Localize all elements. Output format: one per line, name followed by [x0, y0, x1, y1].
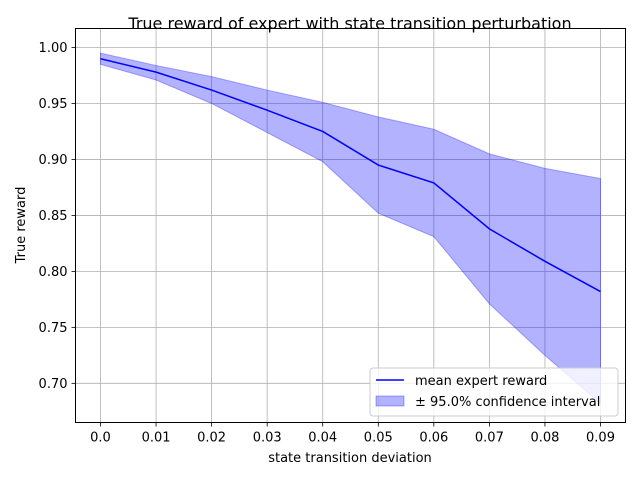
legend-label-band: ± 95.0% confidence interval [415, 395, 600, 410]
x-tick-label: 0.09 [586, 431, 615, 446]
mean-line-group [100, 57, 601, 293]
y-tick-label: 0.70 [39, 377, 68, 392]
x-tick-label: 0.01 [142, 431, 171, 446]
plot-frame [75, 28, 626, 423]
y-tick-label: 0.75 [39, 321, 68, 336]
mean-reward-line [100, 57, 601, 293]
x-tick-label: 0.06 [419, 431, 448, 446]
y-tick-label: 0.80 [39, 265, 68, 280]
y-tick-label: 0.85 [39, 209, 68, 224]
x-tick-label: 0.03 [253, 431, 282, 446]
legend-box [369, 367, 619, 417]
grid [75, 28, 626, 423]
legend-label-mean: mean expert reward [415, 374, 547, 389]
x-axis-label: state transition deviation [268, 451, 432, 466]
x-tick-label: 0.0 [90, 431, 111, 446]
x-tick-label: 0.05 [364, 431, 393, 446]
confidence-band-group [100, 52, 601, 405]
y-tick-label: 0.95 [39, 97, 68, 112]
x-tick-label: 0.07 [475, 431, 504, 446]
y-axis-label: True reward [14, 187, 29, 265]
x-tick-label: 0.04 [308, 431, 337, 446]
x-axis-ticks: 0.0 0.01 0.02 0.03 0.04 0.05 0.06 0.07 0.08 0.09 [90, 422, 615, 446]
legend-band-swatch [375, 395, 405, 407]
x-tick-label: 0.02 [197, 431, 226, 446]
x-tick-label: 0.08 [530, 431, 559, 446]
legend: mean expert reward ± 95.0% confidence in… [369, 367, 619, 417]
confidence-band [100, 52, 601, 405]
y-tick-label: 1.00 [39, 41, 68, 56]
chart-title: True reward of expert with state transit… [127, 14, 571, 33]
y-tick-label: 0.90 [39, 153, 68, 168]
y-axis-ticks: 0.70 0.75 0.80 0.85 0.90 0.95 1.00 [39, 41, 76, 392]
